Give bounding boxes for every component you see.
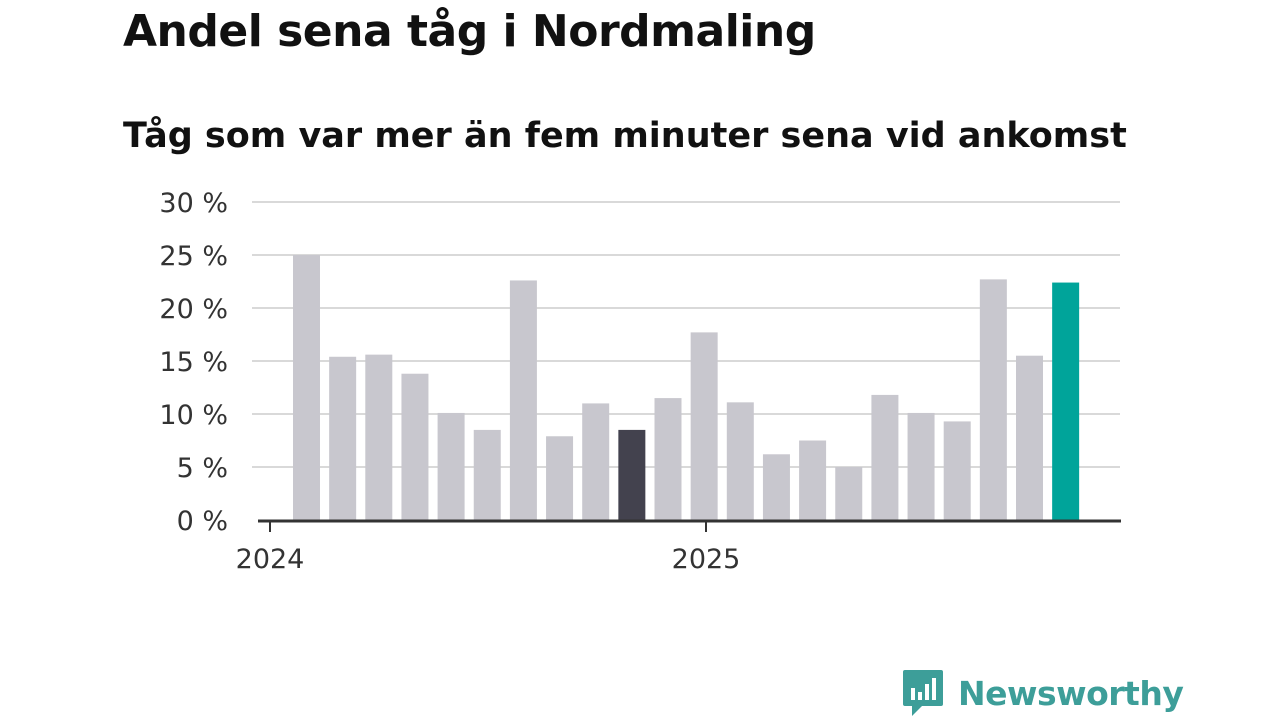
y-tick-label: 15 % [159,347,228,378]
y-tick-label: 5 % [177,453,228,484]
chart-subtitle: Tåg som var mer än fem minuter sena vid … [123,116,1127,156]
bar [582,403,610,520]
x-tick-label: 2024 [236,544,305,575]
bar [979,279,1007,520]
y-tick-label: 30 % [159,188,228,219]
bar [943,421,971,520]
bar [437,412,465,520]
bar [1016,355,1043,520]
bar [618,429,646,520]
bar [762,454,790,520]
y-tick-label: 10 % [159,400,228,431]
bar [509,280,537,520]
chart-title: Andel sena tåg i Nordmaling [123,6,816,57]
bar [473,429,501,520]
newsworthy-logo-text: Newsworthy [958,673,1184,713]
bar [546,436,574,520]
y-tick-label: 25 % [159,241,228,272]
bar [365,354,393,520]
x-tick-label: 2025 [672,544,741,575]
newsworthy-logo-icon [903,670,943,716]
bar [690,332,718,520]
y-tick-label: 20 % [159,294,228,325]
bar [329,356,357,520]
bar [871,394,899,520]
y-tick-label: 0 % [177,506,228,537]
bar [1052,282,1080,520]
newsworthy-logo: Newsworthy [902,668,1184,718]
bar [401,373,429,520]
bar [293,255,320,520]
bar [907,412,935,520]
bar [726,402,754,520]
bar [654,398,682,520]
bar [799,440,827,520]
bar [835,467,863,520]
